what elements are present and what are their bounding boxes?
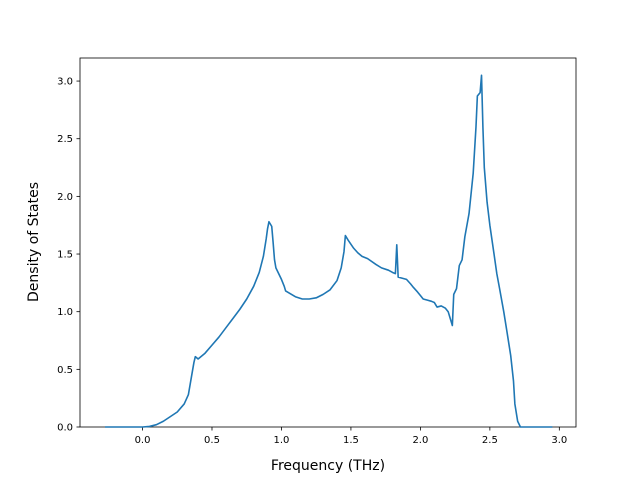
y-tick-label: 1.0 xyxy=(57,307,73,318)
plot-area: 0.0 0.5 1.0 1.5 2.0 2.5 3.0 0.0 0.5 1.0 1.5 2.0 2.5… xyxy=(57,57,577,446)
y-tick-label: 1.5 xyxy=(57,250,73,261)
y-axis-ticks: 0.0 0.5 1.0 1.5 2.0 2.5 3.0 xyxy=(57,77,80,434)
x-tick-label: 0.0 xyxy=(135,435,151,446)
x-tick-label: 2.0 xyxy=(412,435,428,446)
x-axis-ticks: 0.0 0.5 1.0 1.5 2.0 2.5 3.0 xyxy=(135,427,567,446)
y-axis-label: Density of States xyxy=(26,182,42,302)
axes-frame xyxy=(79,57,577,428)
y-tick-label: 3.0 xyxy=(57,77,73,88)
y-tick-label: 2.0 xyxy=(57,192,73,203)
x-axis-label: Frequency (THz) xyxy=(271,458,385,474)
y-tick-label: 0.0 xyxy=(57,423,73,434)
x-tick-label: 1.0 xyxy=(274,435,290,446)
dos-series-line xyxy=(105,74,553,428)
x-tick-label: 1.5 xyxy=(343,435,359,446)
y-tick-label: 0.5 xyxy=(57,365,73,376)
x-tick-label: 2.5 xyxy=(482,435,498,446)
x-tick-label: 0.5 xyxy=(204,435,220,446)
x-tick-label: 3.0 xyxy=(551,435,567,446)
y-tick-label: 2.5 xyxy=(57,134,73,145)
